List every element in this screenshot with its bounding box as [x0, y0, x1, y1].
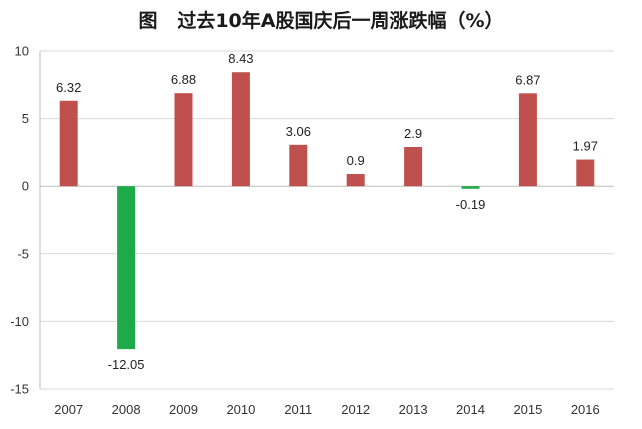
x-tick-label: 2013 [399, 402, 428, 417]
x-tick-label: 2011 [284, 402, 312, 417]
data-label: 1.97 [573, 139, 598, 154]
chart-title: 图 过去10年A股国庆后一周涨跌幅（%） [138, 10, 504, 32]
bar [289, 144, 308, 187]
data-label: 0.9 [347, 153, 365, 168]
x-tick-label: 2008 [112, 402, 141, 417]
data-label: 3.06 [286, 124, 311, 139]
bar [346, 174, 365, 187]
x-tick-label: 2010 [226, 402, 255, 417]
x-tick-label: 2012 [341, 402, 370, 417]
bar [518, 93, 537, 187]
bar [59, 100, 78, 187]
x-tick-label: 2016 [571, 402, 600, 417]
data-label: -0.19 [456, 197, 486, 212]
data-label: -12.05 [108, 357, 145, 372]
bar [117, 186, 136, 350]
bar [174, 93, 193, 187]
y-tick-label: -15 [10, 382, 29, 397]
data-label: 2.9 [404, 126, 422, 141]
y-tick-label: -10 [10, 314, 29, 329]
y-tick-label: -5 [17, 246, 29, 261]
y-tick-label: 0 [22, 179, 29, 194]
bar [231, 72, 250, 187]
data-label: 8.43 [228, 51, 253, 66]
bar [576, 159, 595, 187]
y-tick-label: 5 [22, 111, 29, 126]
bar [404, 146, 423, 187]
x-tick-label: 2007 [54, 402, 83, 417]
data-label: 6.32 [56, 80, 81, 95]
x-tick-label: 2015 [513, 402, 542, 417]
data-label: 6.88 [171, 72, 196, 87]
x-tick-label: 2009 [169, 402, 198, 417]
data-label: 6.87 [515, 72, 540, 87]
y-tick-label: 10 [15, 44, 29, 59]
bar [461, 186, 480, 189]
x-tick-label: 2014 [456, 402, 485, 417]
